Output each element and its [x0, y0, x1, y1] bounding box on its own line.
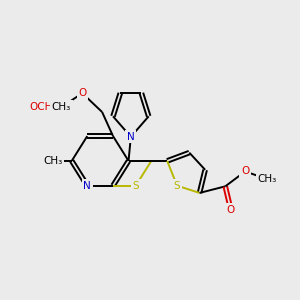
Text: N: N	[127, 132, 135, 142]
Text: N: N	[83, 181, 91, 191]
Text: O: O	[227, 205, 235, 215]
Text: O: O	[78, 88, 86, 98]
Text: CH₃: CH₃	[52, 102, 71, 112]
Text: S: S	[133, 181, 139, 191]
Text: CH₃: CH₃	[258, 174, 277, 184]
Text: OCH₃: OCH₃	[29, 102, 56, 112]
Text: O: O	[241, 167, 249, 176]
Text: CH₃: CH₃	[43, 156, 62, 166]
Text: S: S	[174, 181, 180, 191]
